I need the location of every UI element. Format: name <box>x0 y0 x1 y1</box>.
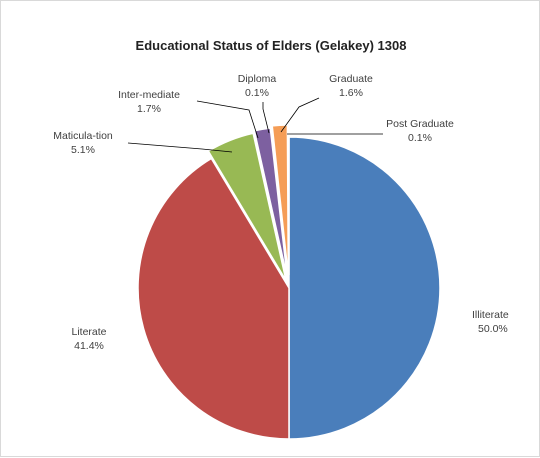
label-literate: Literate <box>71 326 106 338</box>
value-maticula-tion: 5.1% <box>71 144 95 156</box>
value-graduate: 1.6% <box>339 87 363 99</box>
label-graduate: Graduate <box>329 73 373 85</box>
pie-slice-illiterate <box>288 136 441 440</box>
leader-line-inter-mediate <box>196 100 259 139</box>
label-illiterate: Illiterate <box>472 309 509 321</box>
value-illiterate: 50.0% <box>478 323 508 335</box>
leader-line-diploma <box>262 102 270 134</box>
pie-slice-post-graduate <box>287 123 290 276</box>
value-post-graduate: 0.1% <box>408 132 432 144</box>
value-inter-mediate: 1.7% <box>137 103 161 115</box>
value-diploma: 0.1% <box>245 87 269 99</box>
label-diploma: Diploma <box>238 73 277 85</box>
leader-line-graduate <box>280 97 320 133</box>
leader-lines <box>127 97 383 153</box>
label-maticula-tion: Maticula-tion <box>53 130 113 142</box>
slice-labels: Illiterate 50.0% Literate 41.4% Maticula… <box>53 73 509 352</box>
value-literate: 41.4% <box>74 340 104 352</box>
label-post-graduate: Post Graduate <box>386 118 454 130</box>
leader-line-maticula-tion <box>127 142 233 153</box>
label-inter-mediate: Inter-mediate <box>118 89 180 101</box>
pie-slices <box>137 123 441 440</box>
pie-slice-literate <box>137 157 290 440</box>
pie-slice-maticula-tion <box>207 132 287 281</box>
chart-title: Educational Status of Elders (Gelakey) 1… <box>136 38 407 53</box>
